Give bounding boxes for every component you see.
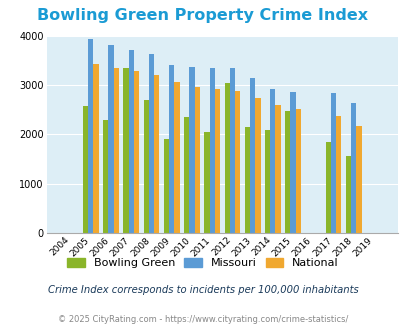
Bar <box>143 100 149 233</box>
Bar <box>174 82 179 233</box>
Bar <box>113 68 119 233</box>
Bar <box>234 91 240 233</box>
Bar <box>194 87 199 233</box>
Bar <box>244 127 249 233</box>
Bar <box>345 155 350 233</box>
Bar <box>189 67 194 233</box>
Bar <box>88 39 93 233</box>
Bar <box>255 98 260 233</box>
Bar <box>284 112 290 233</box>
Bar <box>134 71 139 233</box>
Bar <box>264 130 270 233</box>
Bar <box>149 54 154 233</box>
Bar <box>335 116 341 233</box>
Bar <box>295 110 300 233</box>
Bar <box>224 83 229 233</box>
Bar <box>270 89 275 233</box>
Text: Crime Index corresponds to incidents per 100,000 inhabitants: Crime Index corresponds to incidents per… <box>47 285 358 295</box>
Legend: Bowling Green, Missouri, National: Bowling Green, Missouri, National <box>67 258 338 268</box>
Bar <box>83 106 88 233</box>
Bar <box>128 50 134 233</box>
Bar <box>356 126 361 233</box>
Bar <box>93 64 98 233</box>
Bar <box>154 75 159 233</box>
Bar <box>123 68 128 233</box>
Bar <box>330 93 335 233</box>
Bar <box>204 132 209 233</box>
Bar <box>229 68 234 233</box>
Text: © 2025 CityRating.com - https://www.cityrating.com/crime-statistics/: © 2025 CityRating.com - https://www.city… <box>58 315 347 324</box>
Bar <box>325 142 330 233</box>
Bar <box>168 65 174 233</box>
Bar <box>249 78 255 233</box>
Text: Bowling Green Property Crime Index: Bowling Green Property Crime Index <box>37 8 368 23</box>
Bar <box>275 105 280 233</box>
Bar <box>163 139 168 233</box>
Bar <box>290 92 295 233</box>
Bar <box>209 68 214 233</box>
Bar <box>214 89 220 233</box>
Bar <box>103 120 108 233</box>
Bar <box>108 45 113 233</box>
Bar <box>350 103 356 233</box>
Bar <box>183 117 189 233</box>
